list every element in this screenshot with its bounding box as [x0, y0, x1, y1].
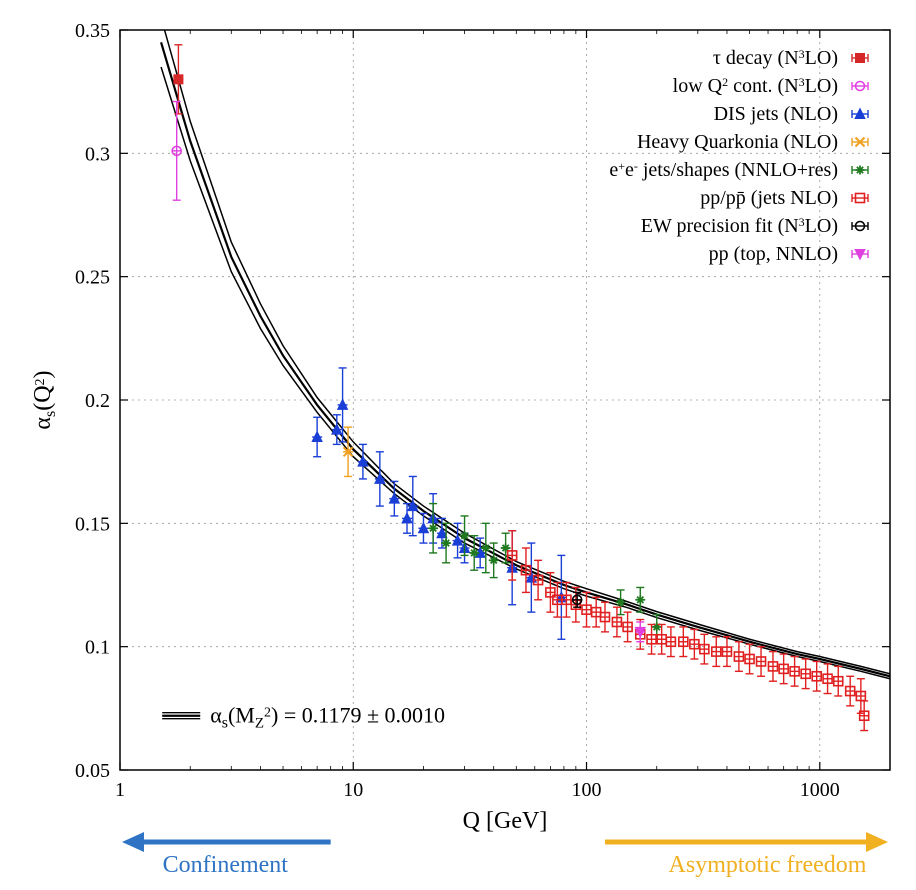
legend-label-tau: τ decay (N3LO): [713, 47, 838, 69]
legend-label-pp: pp/pp̄ (jets NLO): [700, 187, 838, 209]
y-axis-label: αs(Q2): [30, 370, 59, 429]
legend-label-ee: e+e- jets/shapes (NNLO+res): [609, 159, 838, 181]
alpha-s-chart: 1 10 100 1000 0.05 0.1 0.15 0.2 0.25 0.3 0.35 Q [Ge…: [0, 0, 916, 890]
x-axis-label: Q [GeV]: [463, 808, 548, 834]
svg-text:1000: 1000: [800, 779, 840, 801]
legend-label-quarkonia: Heavy Quarkonia (NLO): [637, 131, 838, 153]
svg-text:0.35: 0.35: [75, 20, 110, 42]
svg-text:0.05: 0.05: [75, 760, 110, 782]
confinement-label: Confinement: [163, 852, 289, 878]
asymptotic-label: Asymptotic freedom: [669, 852, 867, 878]
svg-text:1: 1: [115, 779, 125, 801]
legend-label-lowq2: low Q2 cont. (N3LO): [673, 75, 838, 97]
svg-text:0.15: 0.15: [75, 513, 110, 535]
chart-svg: 1 10 100 1000 0.05 0.1 0.15 0.2 0.25 0.3 0.35 Q [Ge…: [0, 0, 916, 890]
svg-text:0.1: 0.1: [85, 637, 110, 659]
legend-label-dis: DIS jets (NLO): [714, 103, 838, 125]
svg-text:0.2: 0.2: [85, 390, 110, 412]
svg-text:0.3: 0.3: [85, 143, 110, 165]
svg-text:100: 100: [572, 779, 602, 801]
legend-label-top: pp (top, NNLO): [709, 243, 838, 265]
legend-label-ew: EW precision fit (N3LO): [641, 215, 838, 237]
alpha-mz-label: αs(MZ2) = 0.1179 ± 0.0010: [210, 703, 445, 732]
svg-text:10: 10: [343, 779, 363, 801]
svg-text:0.25: 0.25: [75, 267, 110, 289]
